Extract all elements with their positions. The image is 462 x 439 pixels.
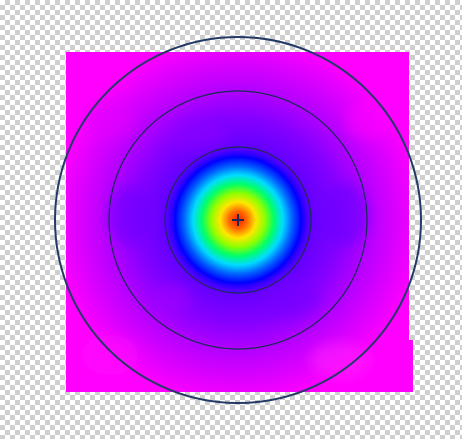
contour-rings [54,36,422,404]
contour-ring-outer [54,36,422,404]
contour-ring-2 [164,146,312,294]
crosshair-icon [232,214,244,226]
heatmap-mottling [82,100,395,378]
contour-ring-3 [108,90,368,350]
